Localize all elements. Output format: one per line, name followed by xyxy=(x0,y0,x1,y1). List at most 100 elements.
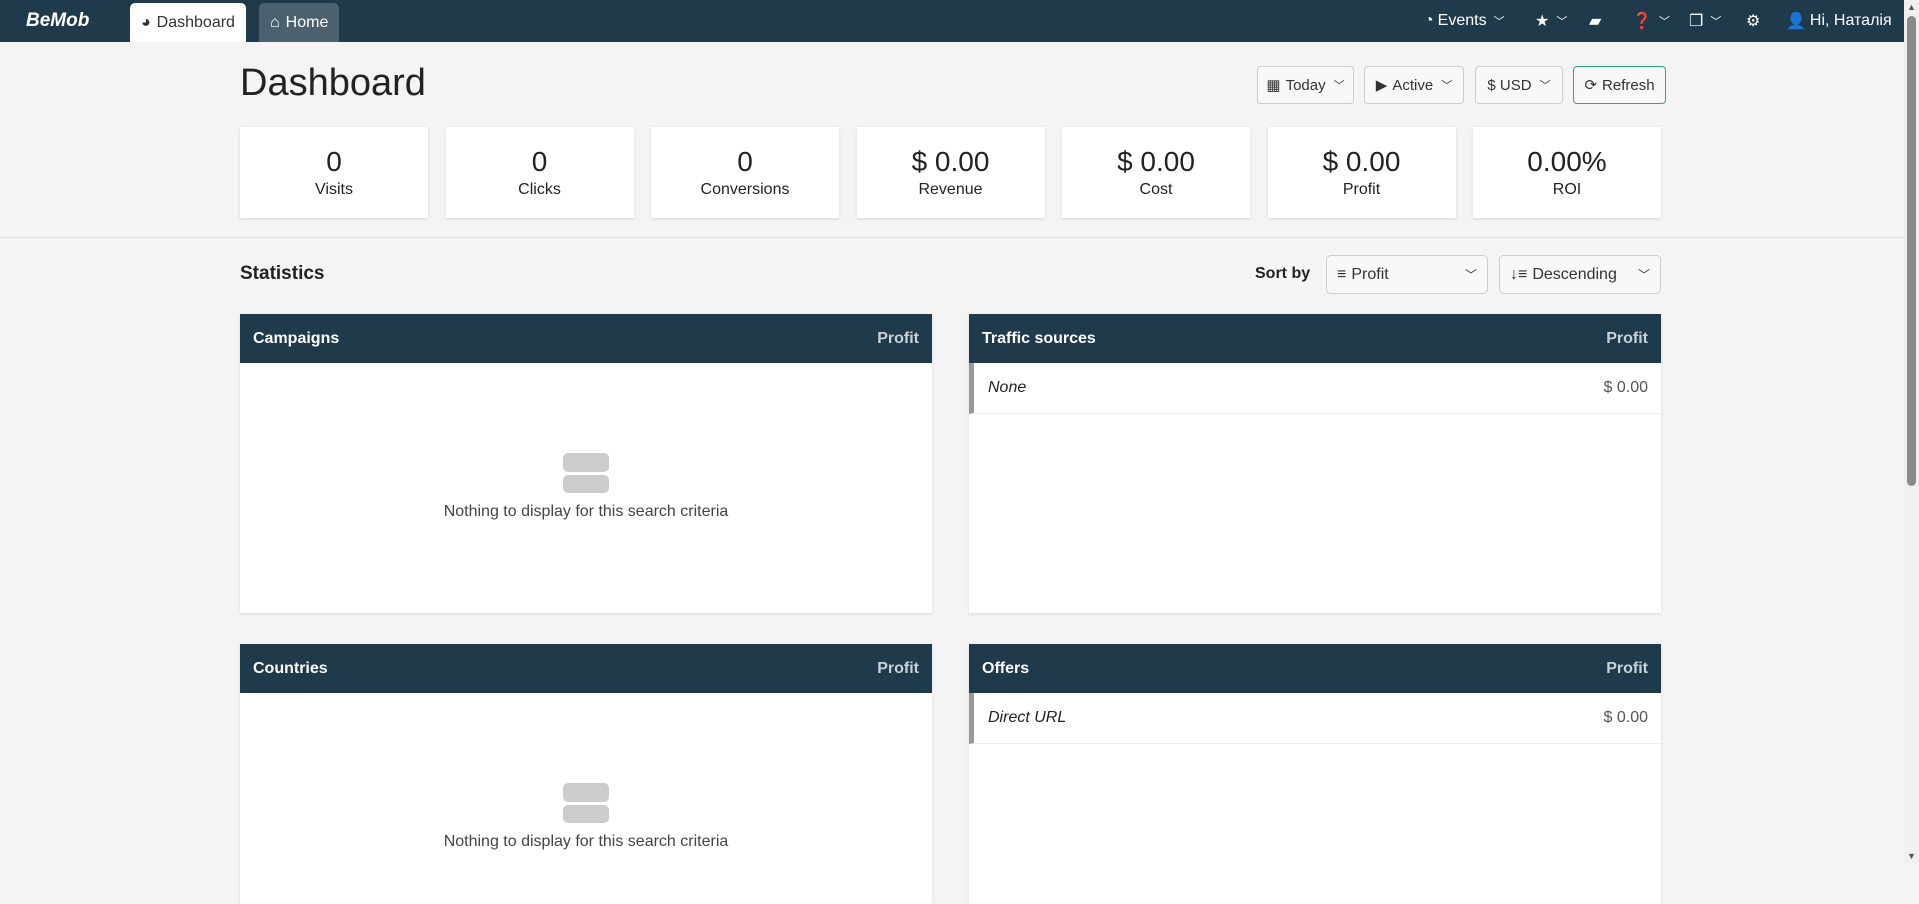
panel-header: Offers Profit xyxy=(969,644,1661,693)
help-menu[interactable]: ❓ ﹀ xyxy=(1632,0,1670,42)
panel-header: Traffic sources Profit xyxy=(969,314,1661,363)
status-label: Active xyxy=(1392,76,1434,94)
stat-card-roi: 0.00% ROI xyxy=(1473,127,1661,218)
stat-label: Cost xyxy=(1139,181,1173,198)
chevron-down-icon: ﹀ xyxy=(1556,16,1568,28)
item-value: $ 0.00 xyxy=(1603,709,1648,726)
chevron-down-icon: ﹀ xyxy=(1464,268,1477,282)
play-icon: ▶ xyxy=(1375,77,1388,94)
copy-icon: ❐ xyxy=(1689,13,1704,30)
scrollbar-thumb[interactable] xyxy=(1907,16,1916,486)
stat-value: $ 0.00 xyxy=(1117,146,1195,177)
panel-campaigns: Campaigns Profit Nothing to display for th… xyxy=(240,314,932,613)
star-icon: ★ xyxy=(1535,13,1550,30)
item-name: None xyxy=(988,379,1027,396)
chevron-down-icon: ﹀ xyxy=(1637,268,1650,282)
panel-metric: Profit xyxy=(1606,329,1648,347)
divider xyxy=(0,237,1904,238)
sort-by-label: Sort by xyxy=(1255,265,1311,282)
panel-header: Campaigns Profit xyxy=(240,314,932,363)
panel-traffic-sources: Traffic sources Profit None $ 0.00 xyxy=(969,314,1661,613)
panel-title: Traffic sources xyxy=(982,329,1096,347)
refresh-label: Refresh xyxy=(1602,76,1655,94)
panel-metric: Profit xyxy=(1606,659,1648,677)
workspaces-menu[interactable]: ❐ ﹀ xyxy=(1689,0,1721,42)
statistics-title: Statistics xyxy=(240,263,325,284)
user-menu[interactable]: 👤 Hi, Наталія xyxy=(1786,0,1892,42)
comment-icon: ▰ xyxy=(1589,13,1602,30)
stat-label: Clicks xyxy=(518,181,561,198)
chevron-down-icon: ﹀ xyxy=(1493,16,1505,28)
chevron-down-icon: ﹀ xyxy=(1658,16,1670,28)
top-nav-bar: BeMob ◕ Dashboard ⌂ Home ◔ Events ﹀ ★ ﹀ ▰ ❓ ﹀ … xyxy=(0,0,1904,42)
stat-label: Conversions xyxy=(700,181,790,198)
stat-card-visits: 0 Visits xyxy=(240,127,428,218)
sort-order-value: Descending xyxy=(1532,265,1617,283)
messages-button[interactable]: ▰ xyxy=(1589,0,1601,42)
stat-label: Visits xyxy=(315,181,353,198)
favorites-menu[interactable]: ★ ﹀ xyxy=(1535,0,1567,42)
panel-metric: Profit xyxy=(877,659,919,677)
gauge-icon: ◕ xyxy=(141,13,151,31)
empty-message: Nothing to display for this search crite… xyxy=(443,503,729,520)
panel-title: Countries xyxy=(253,659,328,677)
tab-dashboard[interactable]: ◕ Dashboard xyxy=(130,3,246,42)
currency-button[interactable]: $ USD ﹀ xyxy=(1475,66,1563,104)
events-label: Events xyxy=(1437,12,1487,29)
sort-desc-icon: ↓≡ xyxy=(1510,265,1528,283)
calendar-icon: ▦ xyxy=(1266,77,1281,94)
database-icon xyxy=(563,453,609,493)
sort-order-select[interactable]: ↓≡ Descending ﹀ xyxy=(1499,255,1661,294)
chevron-down-icon: ﹀ xyxy=(1710,16,1722,28)
stat-value: 0 xyxy=(737,146,753,177)
refresh-icon: ⟳ xyxy=(1584,77,1598,94)
stat-value: $ 0.00 xyxy=(911,146,990,177)
panel-title: Offers xyxy=(982,659,1030,677)
scrollbar[interactable]: ▲ ▼ xyxy=(1904,0,1919,863)
empty-state: Nothing to display for this search crite… xyxy=(240,363,932,521)
user-greeting: Hi, Наталія xyxy=(1809,12,1892,29)
user-icon: 👤 xyxy=(1786,13,1806,30)
list-item[interactable]: Direct URL $ 0.00 xyxy=(969,693,1661,744)
scroll-up-icon[interactable]: ▲ xyxy=(1907,2,1916,12)
status-filter-button[interactable]: ▶ Active ﹀ xyxy=(1364,66,1464,104)
stat-label: ROI xyxy=(1552,181,1582,198)
stat-card-cost: $ 0.00 Cost xyxy=(1062,127,1250,218)
stat-value: 0.00% xyxy=(1527,146,1607,177)
date-range-button[interactable]: ▦ Today ﹀ xyxy=(1257,66,1354,104)
empty-state: Nothing to display for this search crite… xyxy=(240,693,932,851)
gear-icon: ⚙ xyxy=(1746,13,1761,30)
chevron-down-icon: ﹀ xyxy=(1441,80,1453,92)
currency-label: $ USD xyxy=(1487,76,1532,94)
list-item[interactable]: None $ 0.00 xyxy=(969,363,1661,414)
settings-button[interactable]: ⚙ xyxy=(1746,0,1760,42)
panel-title: Campaigns xyxy=(253,329,340,347)
stat-label: Profit xyxy=(1342,181,1381,198)
panel-countries: Countries Profit Nothing to display for th… xyxy=(240,644,932,904)
item-name: Direct URL xyxy=(988,709,1067,726)
panel-header: Countries Profit xyxy=(240,644,932,693)
item-value: $ 0.00 xyxy=(1603,379,1648,396)
stat-card-revenue: $ 0.00 Revenue xyxy=(856,127,1045,218)
database-icon xyxy=(563,783,609,823)
stat-value: 0 xyxy=(531,146,548,177)
events-menu[interactable]: ◔ Events ﹀ xyxy=(1424,0,1505,42)
panel-offers: Offers Profit Direct URL $ 0.00 xyxy=(969,644,1661,904)
sort-field-select[interactable]: ≡ Profit ﹀ xyxy=(1326,255,1488,294)
gauge-icon: ◔ xyxy=(1424,12,1434,29)
bemob-logo[interactable]: BeMob xyxy=(26,10,90,31)
tab-label: Home xyxy=(285,13,329,31)
page-title: Dashboard xyxy=(240,62,426,104)
stat-card-conversions: 0 Conversions xyxy=(651,127,839,218)
panel-metric: Profit xyxy=(877,329,919,347)
scroll-down-icon[interactable]: ▼ xyxy=(1907,851,1916,861)
empty-message: Nothing to display for this search crite… xyxy=(443,833,729,850)
list-icon: ≡ xyxy=(1337,265,1347,283)
refresh-button[interactable]: ⟳ Refresh xyxy=(1573,66,1666,104)
tab-home[interactable]: ⌂ Home xyxy=(259,3,340,42)
stat-label: Revenue xyxy=(918,181,983,198)
sort-field-value: Profit xyxy=(1351,265,1389,283)
question-icon: ❓ xyxy=(1632,13,1652,30)
chevron-down-icon: ﹀ xyxy=(1333,80,1345,92)
date-label: Today xyxy=(1285,76,1326,94)
